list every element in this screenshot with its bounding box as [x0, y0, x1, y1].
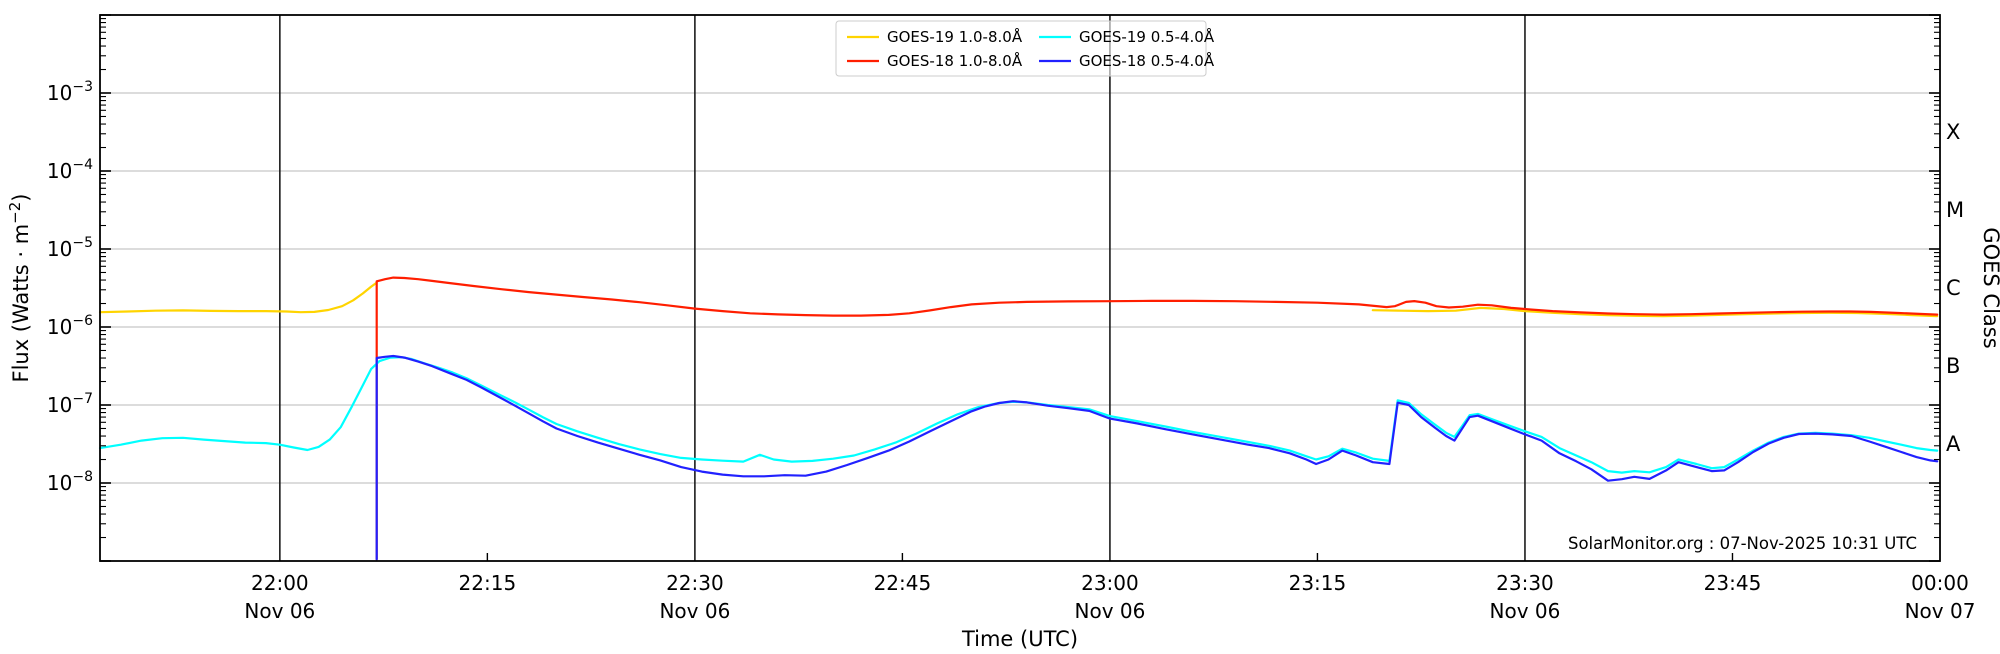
goes19-short-flux-curve: [98, 356, 1939, 474]
goes19-long-flux-curve: [1371, 306, 1939, 318]
x-tick-label: 23:30: [1496, 571, 1554, 595]
goes-class-letter: B: [1946, 354, 1960, 378]
x-tick-label: 00:00: [1911, 571, 1969, 595]
y-tick-label: 10−7: [47, 391, 93, 417]
goes-class-letter: C: [1946, 276, 1961, 300]
legend: GOES-19 1.0-8.0Å GOES-18 1.0-8.0Å GOES-1…: [835, 20, 1215, 77]
x-tick-date-label: Nov 06: [659, 599, 730, 623]
x-tick-label: 23:00: [1081, 571, 1139, 595]
x-tick-date-label: Nov 06: [1075, 599, 1146, 623]
day-gridlines: [279, 15, 1526, 561]
x-tick-label: 22:00: [251, 571, 309, 595]
goes-class-letter: X: [1946, 120, 1960, 144]
legend-label-goes19-long: GOES-19 1.0-8.0Å: [887, 27, 1023, 46]
legend-box: [835, 20, 1207, 77]
x-tick-label: 23:45: [1704, 571, 1762, 595]
goes-class-letter: M: [1946, 198, 1964, 222]
y-tick-label: 10−5: [47, 235, 93, 261]
goes18-long-flux-curve: [375, 276, 1939, 561]
legend-label-goes19-short: GOES-19 0.5-4.0Å: [1079, 27, 1215, 46]
y-tick-label: 10−4: [47, 157, 93, 183]
axes-spines: [99, 14, 1941, 562]
y-tick-label: 10−8: [47, 469, 93, 495]
source-annotation: SolarMonitor.org : 07-Nov-2025 10:31 UTC: [1568, 534, 1917, 553]
x-axis-label: Time (UTC): [961, 627, 1078, 650]
x-tick-label: 22:15: [459, 571, 517, 595]
y-axis-label-right: GOES Class: [1979, 227, 2000, 348]
flux-series: [98, 276, 1939, 561]
axis-tick-labels: 10−3 10−4 10−5 10−6 10−7 10−8 22:00 Nov 06 22:15…: [47, 79, 1976, 623]
axis-ticks: [100, 14, 1940, 562]
goes19-long-flux-curve: [98, 281, 378, 314]
x-tick-label: 23:15: [1289, 571, 1347, 595]
y-tick-label: 10−6: [47, 313, 93, 339]
x-tick-date-label: Nov 07: [1905, 599, 1976, 623]
x-tick-date-label: Nov 06: [1490, 599, 1561, 623]
goes-class-letter: A: [1946, 432, 1961, 456]
plot-border: [99, 14, 1941, 562]
gridlines: [100, 92, 1940, 484]
y-axis-label-left: Flux (Watts · m−2): [6, 193, 33, 382]
x-tick-date-label: Nov 06: [244, 599, 315, 623]
goes18-short-flux-curve: [375, 354, 1939, 561]
x-tick-label: 22:30: [666, 571, 724, 595]
legend-label-goes18-long: GOES-18 1.0-8.0Å: [887, 51, 1023, 70]
legend-label-goes18-short: GOES-18 0.5-4.0Å: [1079, 51, 1215, 70]
y-tick-label: 10−3: [47, 79, 93, 105]
x-tick-label: 22:45: [874, 571, 932, 595]
